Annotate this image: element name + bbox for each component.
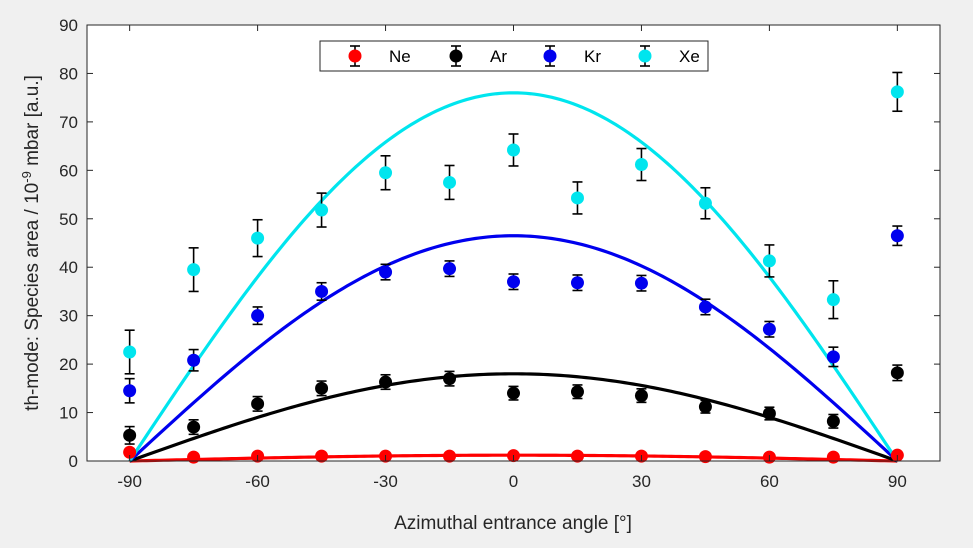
- y-axis-ticks: 0 10 20 30 40 50 60 70 80 90: [59, 16, 940, 471]
- data-point: [507, 143, 520, 157]
- x-axis-ticks: -90 -60 -30 0 30 60 90: [117, 25, 907, 491]
- data-point: [826, 293, 840, 307]
- data-point: [762, 407, 776, 421]
- data-point: [187, 450, 201, 464]
- data-point: [315, 381, 329, 395]
- data-point: [507, 386, 520, 400]
- data-point: [507, 275, 520, 289]
- y-axis-title-exponent: -9: [19, 171, 34, 183]
- x-tick-label: 0: [509, 472, 518, 491]
- data-point: [570, 191, 584, 205]
- legend-marker: [638, 49, 652, 63]
- series-kr: [123, 225, 904, 404]
- x-tick-label: 60: [760, 472, 779, 491]
- legend-item-xe: Xe: [638, 45, 700, 67]
- data-point: [762, 254, 776, 268]
- data-point: [890, 366, 904, 380]
- x-tick-label: -30: [373, 472, 398, 491]
- x-tick-label: -60: [245, 472, 270, 491]
- data-point: [826, 450, 840, 464]
- legend-item-kr: Kr: [543, 45, 601, 67]
- data-point: [187, 353, 201, 367]
- data-point: [315, 449, 329, 463]
- data-point: [826, 414, 840, 428]
- legend-marker: [543, 49, 557, 63]
- data-point: [826, 350, 840, 364]
- data-point: [187, 420, 201, 434]
- data-point: [570, 276, 584, 290]
- data-point: [123, 445, 137, 459]
- data-point: [123, 428, 137, 442]
- data-point: [634, 276, 648, 290]
- data-point: [698, 196, 712, 210]
- legend: Ne Ar Kr Xe: [319, 40, 709, 72]
- data-point: [443, 262, 457, 276]
- data-point: [698, 450, 712, 464]
- data-point: [570, 449, 584, 463]
- data-point: [570, 385, 584, 399]
- data-point: [698, 400, 712, 414]
- x-axis-title: Azimuthal entrance angle [°]: [394, 513, 632, 534]
- data-point: [187, 263, 201, 277]
- y-axis-title-suffix: mbar [a.u.]: [22, 75, 43, 171]
- data-point: [443, 372, 457, 386]
- legend-marker: [449, 49, 463, 63]
- data-point: [762, 322, 776, 336]
- y-axis-title-prefix: th-mode: Species area / 10: [22, 183, 43, 411]
- data-point: [251, 231, 265, 245]
- data-point: [443, 175, 457, 189]
- y-tick-label: 50: [59, 210, 78, 229]
- data-point: [123, 384, 137, 398]
- data-point: [251, 309, 265, 323]
- y-tick-label: 70: [59, 113, 78, 132]
- x-tick-label: 30: [632, 472, 651, 491]
- series-ar: [123, 364, 904, 445]
- data-point: [379, 265, 393, 279]
- legend-item-ne: Ne: [348, 45, 411, 67]
- data-point: [379, 375, 393, 389]
- y-tick-label: 0: [69, 452, 78, 471]
- legend-label: Xe: [679, 47, 700, 66]
- fit-line-kr: [128, 234, 899, 463]
- data-point: [443, 449, 457, 463]
- data-point: [698, 300, 712, 314]
- data-point: [315, 284, 329, 298]
- legend-label: Ne: [389, 47, 411, 66]
- data-points: [123, 71, 904, 464]
- y-tick-label: 30: [59, 307, 78, 326]
- x-tick-label: -90: [117, 472, 142, 491]
- series-xe: [123, 71, 904, 375]
- data-point: [634, 158, 648, 172]
- y-tick-label: 20: [59, 355, 78, 374]
- data-point: [890, 229, 904, 243]
- legend-label: Ar: [490, 47, 507, 66]
- y-tick-label: 40: [59, 258, 78, 277]
- data-point: [634, 389, 648, 403]
- y-tick-label: 10: [59, 404, 78, 423]
- legend-marker: [348, 49, 362, 63]
- x-tick-label: 90: [888, 472, 907, 491]
- y-tick-label: 90: [59, 16, 78, 35]
- legend-item-ar: Ar: [449, 45, 507, 67]
- data-point: [251, 397, 265, 411]
- y-tick-label: 60: [59, 161, 78, 180]
- data-point: [315, 203, 329, 217]
- data-point: [890, 85, 904, 99]
- y-axis-title: th-mode: Species area / 10-9 mbar [a.u.]: [19, 75, 43, 411]
- data-point: [379, 166, 393, 180]
- y-tick-label: 80: [59, 64, 78, 83]
- legend-label: Kr: [584, 47, 601, 66]
- data-point: [123, 345, 137, 359]
